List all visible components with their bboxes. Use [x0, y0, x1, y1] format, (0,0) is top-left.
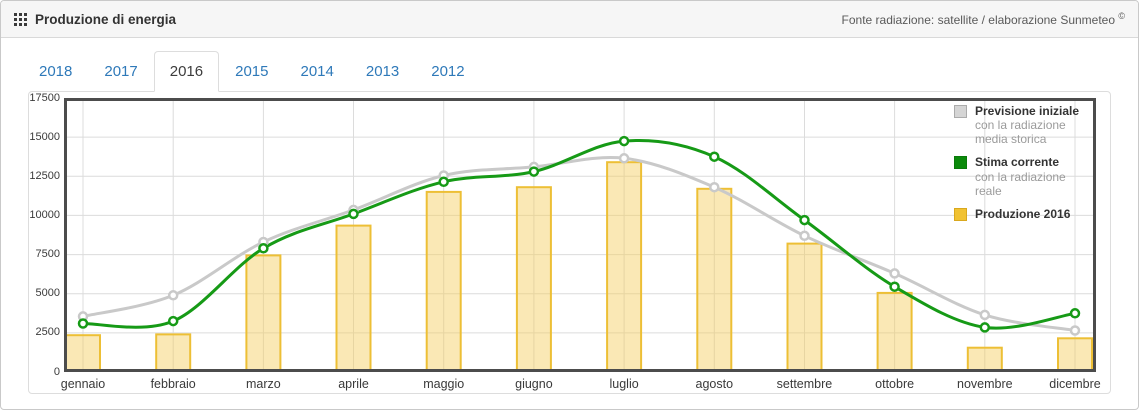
plot-area: Previsione iniziale con la radiazione med…	[64, 98, 1096, 372]
x-tick-label-ottobre: ottobre	[875, 377, 915, 391]
y-tick-label: 0	[53, 365, 60, 378]
legend-swatch-previsione-iniziale	[954, 105, 967, 118]
x-tick-label-maggio: maggio	[423, 377, 465, 391]
y-tick-label: 10000	[29, 208, 60, 221]
x-tick-label-marzo: marzo	[245, 377, 281, 391]
y-tick-label: 17500	[29, 91, 60, 104]
grid-icon	[14, 12, 27, 26]
points-stima-corrente	[77, 135, 1081, 333]
chart-svg	[64, 98, 1096, 372]
legend-item-stima-corrente: Stima corrente con la radiazione reale	[954, 155, 1089, 198]
x-tick-label-dicembre: dicembre	[1049, 377, 1101, 391]
legend-item-produzione-2016: Produzione 2016	[954, 207, 1089, 221]
chart-legend: Previsione iniziale con la radiazione med…	[954, 104, 1089, 230]
tab-2018[interactable]: 2018	[39, 63, 73, 80]
copyright-symbol: ©	[1118, 11, 1125, 21]
x-tick-label-febbraio: febbraio	[150, 377, 196, 391]
legend-item-previsione-iniziale: Previsione iniziale con la radiazione med…	[954, 104, 1089, 146]
year-tabs: 2018 2017 2016 2015 2014 2013 2012	[23, 51, 1111, 92]
line-previsione-iniziale	[82, 156, 1076, 332]
x-tick-label-novembre: novembre	[957, 377, 1013, 391]
points-previsione-iniziale	[77, 153, 1081, 336]
tab-2014[interactable]: 2014	[300, 63, 334, 80]
card-header: Produzione di energia Fonte radiazione: …	[1, 1, 1138, 38]
x-tick-label-giugno: giugno	[515, 377, 553, 391]
y-tick-label: 2500	[35, 326, 60, 339]
source-note: Fonte radiazione: satellite / elaborazio…	[841, 11, 1125, 27]
y-tick-label: 7500	[35, 248, 60, 261]
legend-sublabel: con la radiazione reale	[975, 169, 1066, 198]
legend-label: Produzione 2016	[975, 206, 1071, 221]
tab-2017[interactable]: 2017	[104, 63, 138, 80]
legend-label: Previsione iniziale	[975, 104, 1080, 118]
line-stima-corrente	[82, 138, 1076, 330]
x-tick-label-agosto: agosto	[695, 377, 734, 391]
y-tick-label: 5000	[35, 287, 60, 300]
card-title: Produzione di energia	[35, 11, 177, 27]
x-tick-label-luglio: luglio	[609, 377, 639, 391]
tab-2013[interactable]: 2013	[365, 63, 400, 80]
legend-sublabel: con la radiazione media storica	[975, 118, 1066, 147]
y-tick-label: 12500	[29, 169, 60, 182]
legend-label: Stima corrente	[975, 155, 1060, 170]
x-tick-label-aprile: aprile	[338, 377, 369, 391]
tab-2012[interactable]: 2012	[431, 63, 465, 80]
chart: 0 2500 5000 7500 10000 12500 15000 17500 Previs…	[29, 92, 1110, 393]
tab-2016[interactable]: 2016	[153, 51, 220, 92]
bars-produzione-2016	[65, 161, 1093, 372]
x-tick-label-gennaio: gennaio	[60, 377, 106, 391]
card-body: 2018 2017 2016 2015 2014 2013 2012 0 2500 5000 75…	[1, 38, 1138, 394]
legend-swatch-produzione-2016	[954, 207, 967, 221]
y-tick-label: 15000	[29, 130, 60, 143]
tab-2015[interactable]: 2015	[235, 63, 269, 80]
legend-swatch-stima-corrente	[954, 156, 967, 170]
chart-panel: 0 2500 5000 7500 10000 12500 15000 17500 Previs…	[28, 91, 1111, 394]
x-tick-label-settembre: settembre	[776, 377, 833, 391]
